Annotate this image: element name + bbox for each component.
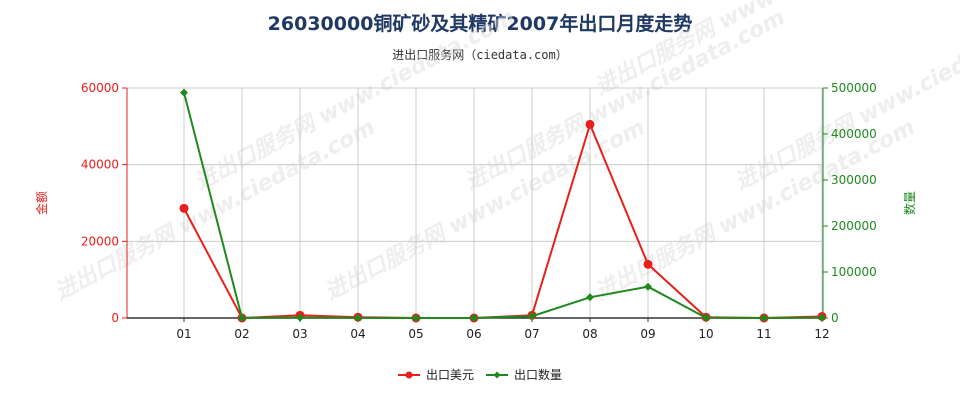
- right-axis-tick-label: 200000: [831, 219, 877, 233]
- x-axis-tick-label: 06: [466, 327, 481, 341]
- series-2-point-diamond: [412, 314, 420, 322]
- series-2-point-diamond: [296, 313, 304, 322]
- right-axis-label: 数量: [902, 191, 917, 215]
- series-2-point-diamond: [644, 282, 652, 291]
- x-axis-tick-label: 08: [582, 327, 597, 341]
- series-2-point-diamond: [238, 314, 246, 322]
- watermark-text: 进出口服务网 www.ciedata.com: [321, 115, 649, 305]
- x-axis-tick-label: 03: [292, 327, 307, 341]
- watermark-text: 进出口服务网 www.ciedata.com: [191, 5, 519, 195]
- chart-subtitle: 进出口服务网（ciedata.com）: [392, 48, 568, 62]
- x-axis-tick-label: 10: [698, 327, 713, 341]
- legend-marker-1: [405, 371, 413, 379]
- series-2-point-diamond: [470, 314, 478, 322]
- series-2-point-diamond: [528, 312, 536, 321]
- legend-marker-2: [493, 371, 501, 379]
- legend-label-2: 出口数量: [514, 367, 562, 382]
- left-axis-label: 金额: [34, 191, 49, 215]
- series-2-point-diamond: [702, 313, 710, 322]
- left-axis-tick-label: 0: [111, 311, 119, 325]
- series-line-2: [183, 92, 823, 320]
- series-1-point: [585, 119, 595, 129]
- x-axis-tick-label: 11: [756, 327, 771, 341]
- series-2-point-diamond: [180, 88, 188, 97]
- x-axis-tick-label: 05: [408, 327, 423, 341]
- right-axis-tick-label: 300000: [831, 173, 877, 187]
- right-axis-tick-label: 500000: [831, 81, 877, 95]
- watermark-text: 进出口服务网 www.ciedata.com: [461, 5, 789, 195]
- series-2-point-diamond: [354, 313, 362, 322]
- series-1-point: [643, 259, 653, 269]
- left-axis-tick-label: 40000: [81, 158, 119, 172]
- x-axis-tick-label: 12: [814, 327, 829, 341]
- right-axis-tick-label: 100000: [831, 265, 877, 279]
- x-axis-tick-label: 01: [176, 327, 191, 341]
- series-2-point-diamond: [818, 313, 826, 322]
- x-axis-tick-label: 07: [524, 327, 539, 341]
- right-axis-tick-label: 400000: [831, 127, 877, 141]
- left-axis-tick-label: 60000: [81, 81, 119, 95]
- x-axis-tick-label: 04: [350, 327, 365, 341]
- x-axis-tick-label: 09: [640, 327, 655, 341]
- series-2-point-diamond: [586, 293, 594, 302]
- legend-label-1: 出口美元: [426, 368, 474, 382]
- x-axis-tick-label: 02: [234, 327, 249, 341]
- right-axis-tick-label: 0: [831, 311, 839, 325]
- series-2-point-diamond: [760, 314, 768, 322]
- chart-title: 26030000铜矿砂及其精矿2007年出口月度走势: [267, 13, 693, 35]
- series-1-point: [179, 203, 189, 213]
- left-axis-tick-label: 20000: [81, 234, 119, 248]
